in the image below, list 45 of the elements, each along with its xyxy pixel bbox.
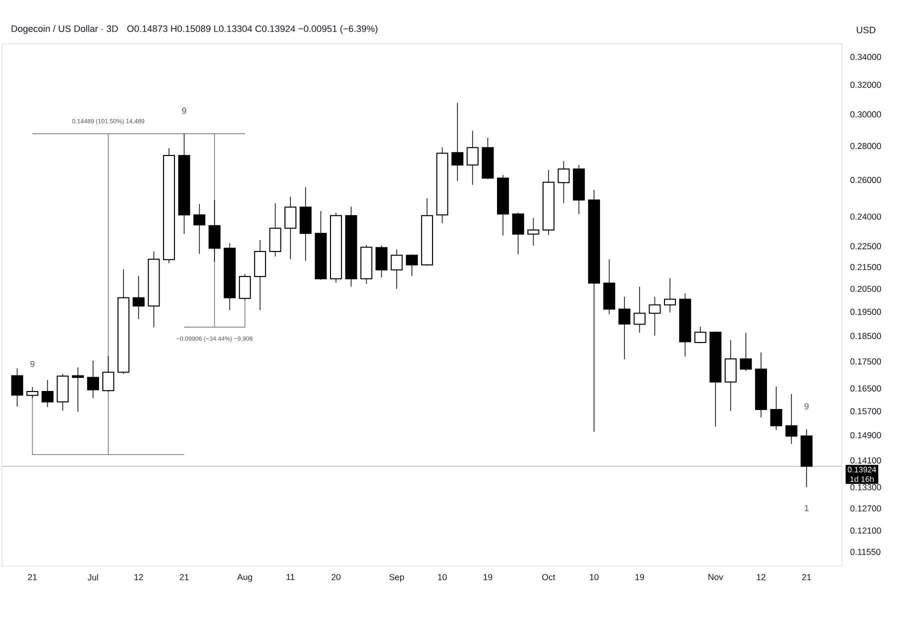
x-tick-label: Oct — [542, 574, 556, 580]
y-tick-label: 0.24000 — [850, 214, 882, 220]
x-tick-label: Aug — [237, 574, 252, 582]
x-tick-label: 21 — [28, 574, 37, 580]
annotation: 9 — [182, 108, 186, 114]
y-tick-label: 0.30000 — [850, 111, 882, 118]
y-tick-label: 0.19500 — [850, 308, 882, 315]
y-tick-label: 0.18500 — [850, 332, 882, 340]
x-tick-label: 19 — [484, 574, 492, 580]
y-tick-label: 0.26000 — [850, 176, 882, 183]
x-tick-label: 10 — [438, 574, 447, 580]
y-tick-label: 0.32000 — [850, 82, 882, 88]
chart-title: Dogecoin / US Dollar · 3D — [12, 25, 118, 34]
annotation: 9 — [804, 403, 809, 410]
y-tick-label: 0.22500 — [850, 243, 882, 250]
annotation: 1 — [804, 505, 809, 512]
y-tick-label: 0.17500 — [850, 358, 882, 365]
y-tick-label: 0.12100 — [850, 528, 882, 534]
y-tick-label: 0.20500 — [850, 286, 882, 292]
y-tick-label: 0.13300 — [850, 484, 882, 490]
x-tick-label: 21 — [802, 574, 811, 580]
y-tick-label: 0.28000 — [850, 142, 882, 150]
x-tick-label: 10 — [590, 574, 599, 580]
y-tick-label: 0.14900 — [850, 432, 882, 438]
x-tick-label: Nov — [708, 574, 724, 580]
x-tick-label: 11 — [286, 574, 295, 580]
y-tick-label: 0.14100 — [850, 457, 882, 464]
y-tick-label: 0.12700 — [850, 505, 882, 512]
text: 1d 16h — [850, 476, 874, 482]
annotation: 9 — [30, 360, 34, 368]
y-axis-title: USD — [856, 26, 876, 34]
y-tick-label: 0.15700 — [850, 408, 882, 414]
chart-subtitle: O0.14873 H0.15089 L0.13304 C0.13924 −0.00951 (−6.39%) — [127, 25, 378, 34]
ref-line-label: 0.13924 — [848, 466, 876, 472]
x-tick-label: 19 — [635, 574, 644, 580]
x-tick-label: 12 — [134, 574, 143, 580]
x-tick-label: 21 — [180, 574, 189, 580]
x-tick-label: Sep — [389, 574, 404, 582]
x-tick-label: Jul — [88, 574, 98, 580]
y-tick-label: 0.11550 — [850, 548, 880, 555]
y-tick-label: 0.21500 — [850, 264, 882, 270]
y-tick-label: 0.16500 — [850, 385, 882, 392]
x-tick-label: 12 — [756, 574, 766, 580]
x-tick-label: 20 — [332, 574, 340, 580]
y-tick-label: 0.34000 — [850, 54, 882, 60]
